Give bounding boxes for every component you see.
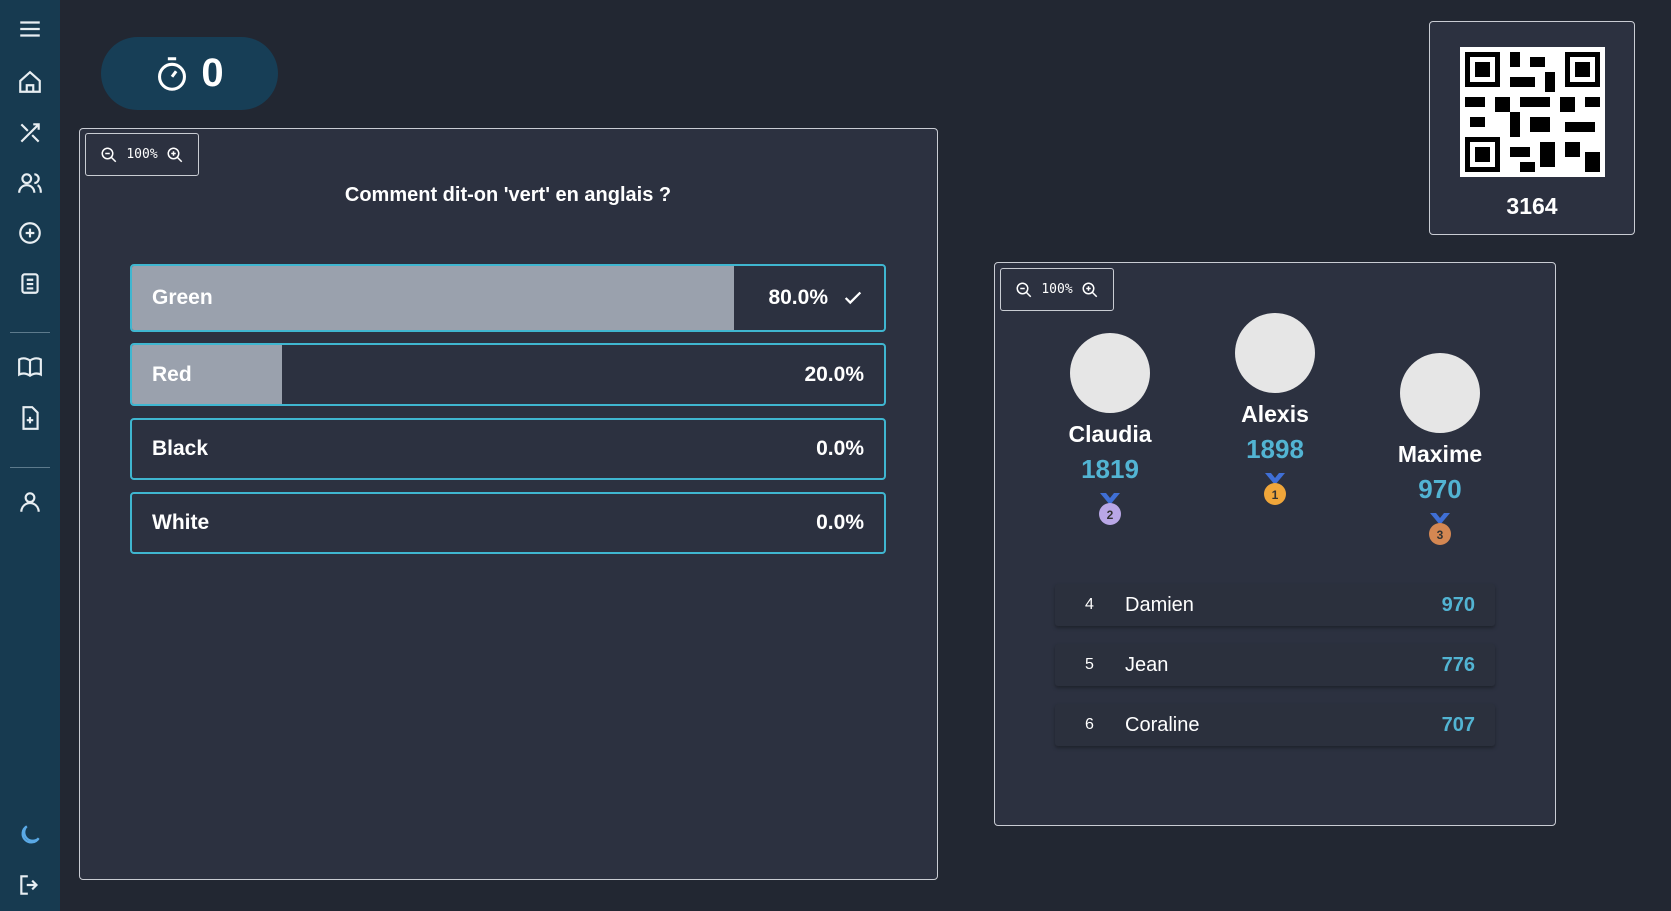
qr-panel: 3164 xyxy=(1429,21,1635,235)
player-score: 1898 xyxy=(1246,434,1304,464)
answer-percent-text: 0.0% xyxy=(816,511,864,534)
podium-entry: Alexis 1898 1 xyxy=(1200,313,1350,507)
correct-icon xyxy=(844,291,862,305)
avatar xyxy=(1070,333,1150,413)
answer-label: Green xyxy=(152,286,213,309)
book-icon[interactable] xyxy=(17,354,43,380)
medal-rank: 3 xyxy=(1436,528,1444,542)
tools-icon[interactable] xyxy=(17,120,43,146)
users-icon[interactable] xyxy=(17,170,43,196)
answer-bar xyxy=(132,345,283,404)
answer-percent: 80.0% xyxy=(768,266,864,330)
profile-icon[interactable] xyxy=(17,489,43,515)
medal: 3 xyxy=(1427,513,1453,547)
row-rank: 5 xyxy=(1085,656,1094,673)
row-name: Jean xyxy=(1125,654,1169,676)
menu-icon[interactable] xyxy=(17,16,43,42)
answer-percent: 0.0% xyxy=(816,494,864,552)
zoom-level: 100% xyxy=(126,147,158,162)
qr-code xyxy=(1460,47,1605,177)
player-name: Claudia xyxy=(1068,421,1152,447)
file-icon[interactable] xyxy=(17,405,43,431)
avatar xyxy=(1400,353,1480,433)
zoom-level: 100% xyxy=(1041,282,1073,297)
player-name: Alexis xyxy=(1241,401,1309,427)
medal-icon xyxy=(1264,473,1286,505)
zoom-control: 100% xyxy=(85,133,199,176)
theme-icon[interactable] xyxy=(17,822,43,848)
row-score: 776 xyxy=(1441,654,1475,676)
logout-icon[interactable] xyxy=(17,872,43,898)
player-score: 1819 xyxy=(1081,454,1139,484)
zoom-out[interactable] xyxy=(100,146,118,164)
leaderboard-row: 5 Jean 776 xyxy=(1055,644,1495,686)
medal: 1 xyxy=(1262,473,1288,507)
row-name: Damien xyxy=(1125,594,1194,616)
timer-value: 0 xyxy=(201,51,224,95)
medal: 2 xyxy=(1097,493,1123,527)
answer-percent: 0.0% xyxy=(816,420,864,478)
answer-percent-text: 80.0% xyxy=(768,286,828,309)
home-icon[interactable] xyxy=(17,69,43,95)
leaderboard-row: 4 Damien 970 xyxy=(1055,584,1495,626)
medal-rank: 2 xyxy=(1106,508,1114,522)
add-icon[interactable] xyxy=(17,220,43,246)
podium-entry: Claudia 1819 2 xyxy=(1035,333,1185,527)
question-panel xyxy=(79,128,938,880)
player-name: Maxime xyxy=(1397,441,1483,467)
timer: 0 xyxy=(101,37,278,110)
podium-entry: Maxime 970 3 xyxy=(1365,353,1515,547)
answer-option[interactable]: Red 20.0% xyxy=(130,343,886,406)
medal-icon xyxy=(1099,493,1121,525)
answer-option[interactable]: Green 80.0% xyxy=(130,264,886,332)
answer-label: White xyxy=(152,511,210,534)
leaderboard-row: 6 Coraline 707 xyxy=(1055,704,1495,746)
answer-option[interactable]: White 0.0% xyxy=(130,492,886,554)
medal-icon xyxy=(1429,513,1451,545)
question: Comment dit-on 'vert' en anglais ? xyxy=(344,184,672,206)
player-score: 970 xyxy=(1418,474,1462,504)
answer-label: Black xyxy=(152,437,209,460)
zoom-control: 100% xyxy=(1000,268,1114,311)
answer-percent-text: 0.0% xyxy=(816,437,864,460)
sidebar xyxy=(0,0,60,911)
answer-percent-text: 20.0% xyxy=(804,362,864,386)
clipboard-icon[interactable] xyxy=(17,270,43,296)
row-rank: 6 xyxy=(1085,716,1094,733)
separator xyxy=(10,332,50,333)
answer-bar xyxy=(132,266,734,330)
timer-icon xyxy=(158,56,187,91)
zoom-out[interactable] xyxy=(1015,281,1033,299)
answer-percent: 20.0% xyxy=(804,345,864,404)
medal-rank: 1 xyxy=(1271,488,1279,502)
row-name: Coraline xyxy=(1125,714,1200,736)
answer-option[interactable]: Black 0.0% xyxy=(130,418,886,480)
row-score: 707 xyxy=(1441,714,1475,736)
row-score: 970 xyxy=(1441,594,1475,616)
zoom-in[interactable] xyxy=(1081,281,1099,299)
avatar xyxy=(1235,313,1315,393)
row-rank: 4 xyxy=(1085,596,1094,613)
zoom-in[interactable] xyxy=(166,146,184,164)
room-code: 3164 xyxy=(1506,193,1558,219)
separator xyxy=(10,467,50,468)
answer-label: Red xyxy=(152,362,192,386)
